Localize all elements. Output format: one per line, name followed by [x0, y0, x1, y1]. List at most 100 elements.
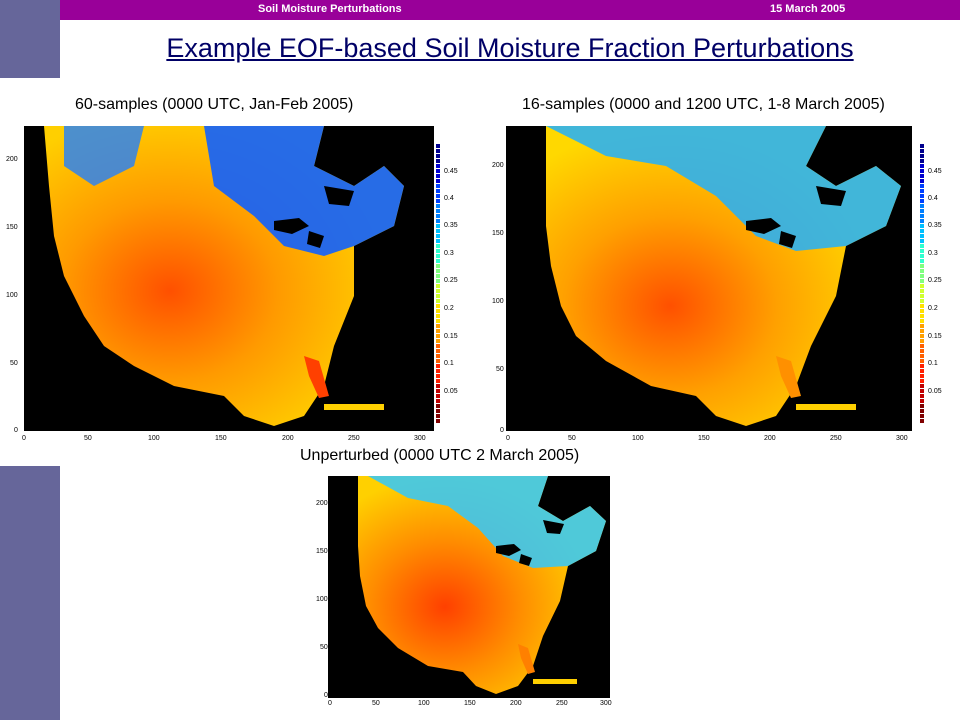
colorbar-swatch: [436, 294, 440, 298]
colorbar-right: 0.45 0.4 0.35 0.3 0.25 0.2 0.15 0.1 0.05: [920, 144, 942, 424]
colorbar-swatch: [920, 169, 924, 173]
colorbar-swatch: [920, 389, 924, 393]
colorbar-swatch: [920, 299, 924, 303]
colorbar-swatch: [920, 404, 924, 408]
colorbar-swatch: [436, 244, 440, 248]
colorbar-swatch: [920, 419, 924, 423]
map-image-bottom: [328, 476, 610, 698]
colorbar-swatch: [920, 274, 924, 278]
colorbar-swatch: [920, 164, 924, 168]
x-tick: 200: [282, 435, 294, 442]
colorbar-swatch: [436, 194, 440, 198]
colorbar-swatch: [436, 184, 440, 188]
colorbar-swatch: [436, 189, 440, 193]
colorbar-swatch: [436, 384, 440, 388]
x-tick: 250: [830, 435, 842, 442]
colorbar-swatch: [436, 314, 440, 318]
x-tick: 200: [510, 700, 522, 707]
soil-moisture-map-left: [44, 126, 404, 426]
title-band: [60, 20, 960, 78]
y-tick: 0: [500, 427, 504, 434]
colorbar-swatch: [436, 154, 440, 158]
x-tick: 100: [148, 435, 160, 442]
colorbar-swatch: [920, 174, 924, 178]
colorbar-swatch: [920, 319, 924, 323]
header-left-text: Soil Moisture Perturbations: [258, 3, 402, 15]
y-tick: 100: [492, 298, 504, 305]
colorbar-swatch: [920, 349, 924, 353]
map-image-right: [506, 126, 912, 431]
colorbar-swatch: [920, 414, 924, 418]
colorbar-label: 0.25: [444, 277, 458, 284]
colorbar-swatch: [920, 384, 924, 388]
colorbar-swatch: [920, 224, 924, 228]
colorbar-swatch: [436, 419, 440, 423]
y-tick: 100: [316, 596, 328, 603]
x-tick: 150: [464, 700, 476, 707]
colorbar-swatch: [436, 339, 440, 343]
y-tick: 50: [320, 644, 328, 651]
colorbar-swatch: [920, 204, 924, 208]
colorbar-swatch: [920, 374, 924, 378]
x-tick: 300: [414, 435, 426, 442]
colorbar-swatch: [920, 359, 924, 363]
colorbar-swatch: [436, 149, 440, 153]
colorbar-swatch: [920, 209, 924, 213]
colorbar-swatch: [920, 254, 924, 258]
colorbar-swatch: [436, 389, 440, 393]
colorbar-swatch: [436, 369, 440, 373]
colorbar-swatch: [436, 204, 440, 208]
colorbar-label: 0.35: [444, 222, 458, 229]
colorbar-label: 0.2: [444, 305, 454, 312]
left-accent-bar-bottom: [0, 466, 60, 720]
colorbar-swatch: [920, 229, 924, 233]
colorbar-swatch: [436, 229, 440, 233]
colorbar-swatch: [436, 309, 440, 313]
left-accent-bar-top: [0, 0, 60, 78]
colorbar-swatch: [436, 304, 440, 308]
colorbar-label: 0.3: [444, 250, 454, 257]
panel-title-bottom: Unperturbed (0000 UTC 2 March 2005): [300, 447, 580, 464]
soil-moisture-map-right: [546, 126, 901, 426]
y-tick: 200: [316, 500, 328, 507]
colorbar-swatch: [920, 184, 924, 188]
x-tick: 50: [372, 700, 380, 707]
colorbar-swatch: [920, 409, 924, 413]
colorbar-swatch: [920, 304, 924, 308]
colorbar-swatch: [436, 259, 440, 263]
panel-title-right: 16-samples (0000 and 1200 UTC, 1-8 March…: [522, 96, 885, 113]
colorbar-swatch: [436, 399, 440, 403]
y-tick: 200: [492, 162, 504, 169]
soil-moisture-map-bottom: [358, 476, 606, 694]
colorbar-swatch: [436, 219, 440, 223]
colorbar-left: 0.45 0.4 0.35 0.3 0.25 0.2 0.15 0.1 0.05: [436, 144, 466, 424]
x-tick: 0: [328, 700, 332, 707]
colorbar-swatch: [436, 144, 440, 148]
colorbar-swatch: [436, 349, 440, 353]
colorbar-swatch: [436, 409, 440, 413]
colorbar-swatch: [436, 344, 440, 348]
colorbar-swatch: [436, 379, 440, 383]
colorbar-swatch: [436, 159, 440, 163]
colorbar-label: 0.3: [928, 250, 938, 257]
y-tick: 50: [496, 366, 504, 373]
colorbar-swatch: [920, 269, 924, 273]
header-bar: Soil Moisture Perturbations 15 March 200…: [60, 0, 960, 20]
colorbar-swatch: [920, 219, 924, 223]
x-tick: 50: [84, 435, 92, 442]
colorbar-swatch: [436, 414, 440, 418]
colorbar-swatch: [920, 369, 924, 373]
colorbar-swatch: [920, 214, 924, 218]
colorbar-swatch: [436, 164, 440, 168]
colorbar-swatch: [436, 224, 440, 228]
header-date: 15 March 2005: [770, 3, 846, 15]
colorbar-swatch: [436, 239, 440, 243]
colorbar-swatch: [920, 339, 924, 343]
colorbar-swatch: [436, 289, 440, 293]
colorbar-swatch: [436, 319, 440, 323]
x-tick: 150: [215, 435, 227, 442]
y-tick: 0: [324, 692, 328, 699]
colorbar-label: 0.1: [444, 360, 454, 367]
colorbar-swatch: [436, 274, 440, 278]
colorbar-swatch: [920, 344, 924, 348]
